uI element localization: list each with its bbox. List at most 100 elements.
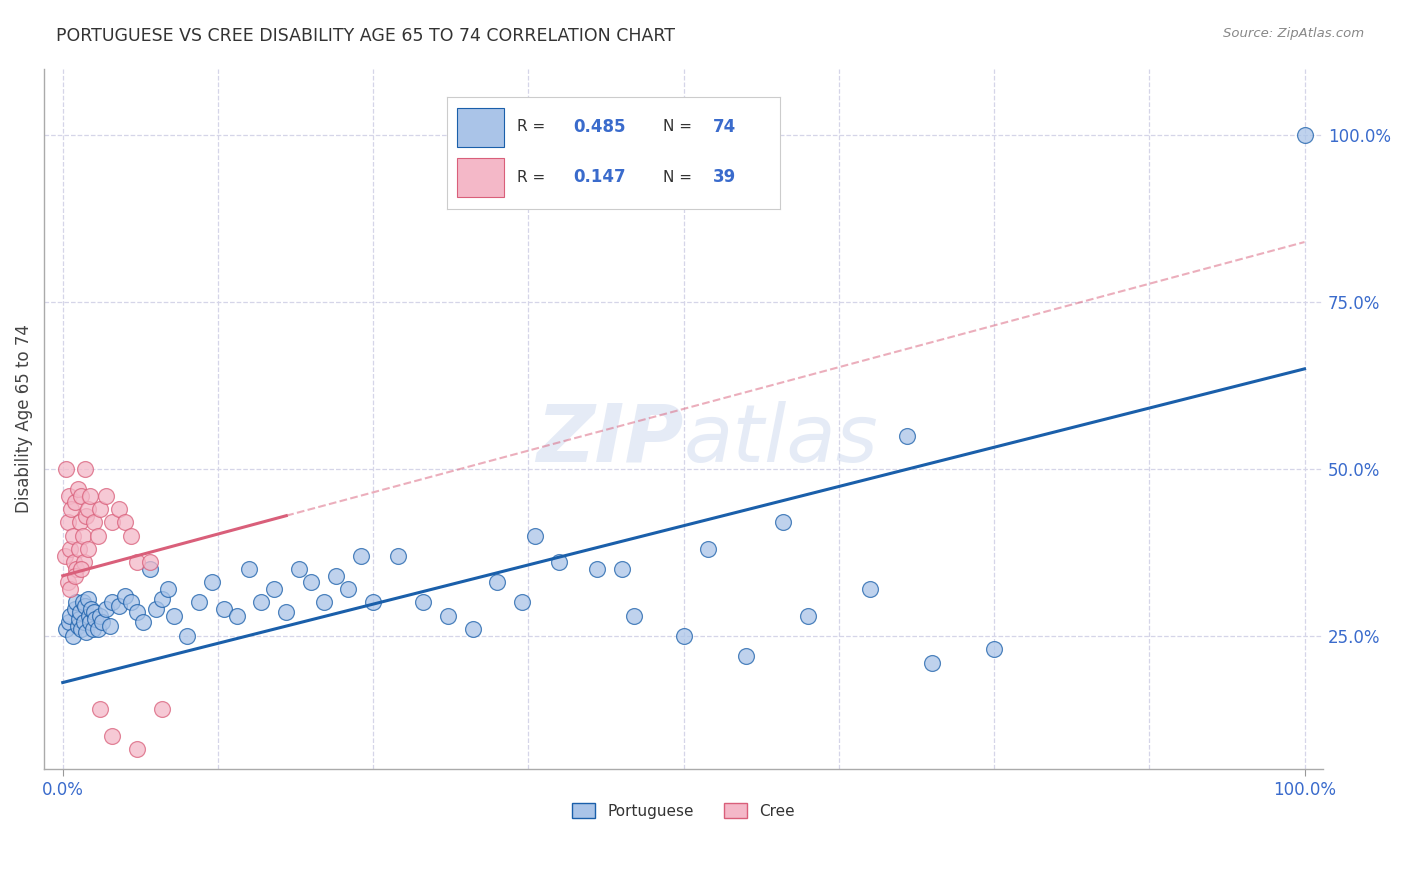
- Point: [101, 516, 124, 530]
- Point: [212, 602, 235, 616]
- Point: [772, 516, 794, 530]
- Point: [66, 619, 89, 633]
- Point: [82, 622, 104, 636]
- Point: [69, 516, 91, 530]
- Point: [96, 602, 118, 616]
- Point: [70, 489, 93, 503]
- Point: [63, 568, 86, 582]
- Legend: Portuguese, Cree: Portuguese, Cree: [567, 797, 801, 825]
- Point: [127, 742, 149, 756]
- Point: [84, 612, 107, 626]
- Point: [697, 542, 720, 557]
- Point: [72, 529, 94, 543]
- Point: [672, 629, 695, 643]
- Point: [86, 622, 108, 636]
- Point: [59, 608, 82, 623]
- Point: [58, 489, 80, 503]
- Point: [114, 516, 136, 530]
- Point: [70, 562, 93, 576]
- Point: [89, 702, 111, 716]
- Point: [59, 582, 82, 596]
- Point: [436, 608, 458, 623]
- Point: [127, 606, 149, 620]
- Text: Source: ZipAtlas.com: Source: ZipAtlas.com: [1223, 27, 1364, 40]
- Point: [77, 608, 100, 623]
- Point: [120, 595, 142, 609]
- Y-axis label: Disability Age 65 to 74: Disability Age 65 to 74: [15, 325, 32, 514]
- Text: atlas: atlas: [683, 401, 879, 479]
- Point: [70, 622, 93, 636]
- Point: [89, 502, 111, 516]
- Point: [150, 592, 173, 607]
- Point: [983, 642, 1005, 657]
- Point: [89, 608, 111, 623]
- Point: [859, 582, 882, 596]
- Point: [75, 625, 97, 640]
- Point: [361, 595, 384, 609]
- Point: [76, 592, 98, 607]
- Point: [201, 575, 224, 590]
- Point: [59, 542, 82, 557]
- Point: [299, 575, 322, 590]
- Point: [238, 562, 260, 576]
- Point: [163, 608, 186, 623]
- Point: [60, 502, 83, 516]
- Point: [734, 648, 756, 663]
- Point: [75, 462, 97, 476]
- Point: [486, 575, 509, 590]
- Point: [623, 608, 645, 623]
- Point: [76, 502, 98, 516]
- Point: [120, 529, 142, 543]
- Point: [91, 615, 114, 630]
- Point: [188, 595, 211, 609]
- Point: [350, 549, 373, 563]
- Point: [250, 595, 273, 609]
- Point: [58, 615, 80, 630]
- Point: [387, 549, 409, 563]
- Point: [157, 582, 180, 596]
- Point: [101, 595, 124, 609]
- Point: [66, 482, 89, 496]
- Point: [225, 608, 247, 623]
- Point: [585, 562, 607, 576]
- Point: [69, 606, 91, 620]
- Point: [67, 542, 90, 557]
- Point: [62, 629, 84, 643]
- Text: PORTUGUESE VS CREE DISABILITY AGE 65 TO 74 CORRELATION CHART: PORTUGUESE VS CREE DISABILITY AGE 65 TO …: [56, 27, 675, 45]
- Point: [127, 555, 149, 569]
- Point: [63, 602, 86, 616]
- Point: [73, 555, 96, 569]
- Point: [138, 562, 160, 576]
- Point: [896, 428, 918, 442]
- Point: [96, 489, 118, 503]
- Point: [523, 529, 546, 543]
- Point: [73, 615, 96, 630]
- Point: [79, 615, 101, 630]
- Point: [75, 508, 97, 523]
- Point: [107, 502, 129, 516]
- Point: [63, 555, 86, 569]
- Point: [312, 595, 335, 609]
- Point: [62, 529, 84, 543]
- Point: [138, 555, 160, 569]
- Text: ZIP: ZIP: [536, 401, 683, 479]
- Point: [1294, 128, 1316, 143]
- Point: [263, 582, 285, 596]
- Point: [337, 582, 360, 596]
- Point: [75, 599, 97, 613]
- Point: [79, 489, 101, 503]
- Point: [65, 595, 87, 609]
- Point: [63, 495, 86, 509]
- Point: [610, 562, 633, 576]
- Point: [176, 629, 198, 643]
- Point: [98, 619, 121, 633]
- Point: [56, 516, 79, 530]
- Point: [72, 595, 94, 609]
- Point: [55, 622, 77, 636]
- Point: [921, 656, 943, 670]
- Point: [83, 606, 105, 620]
- Point: [150, 702, 173, 716]
- Point: [797, 608, 820, 623]
- Point: [56, 575, 79, 590]
- Point: [67, 612, 90, 626]
